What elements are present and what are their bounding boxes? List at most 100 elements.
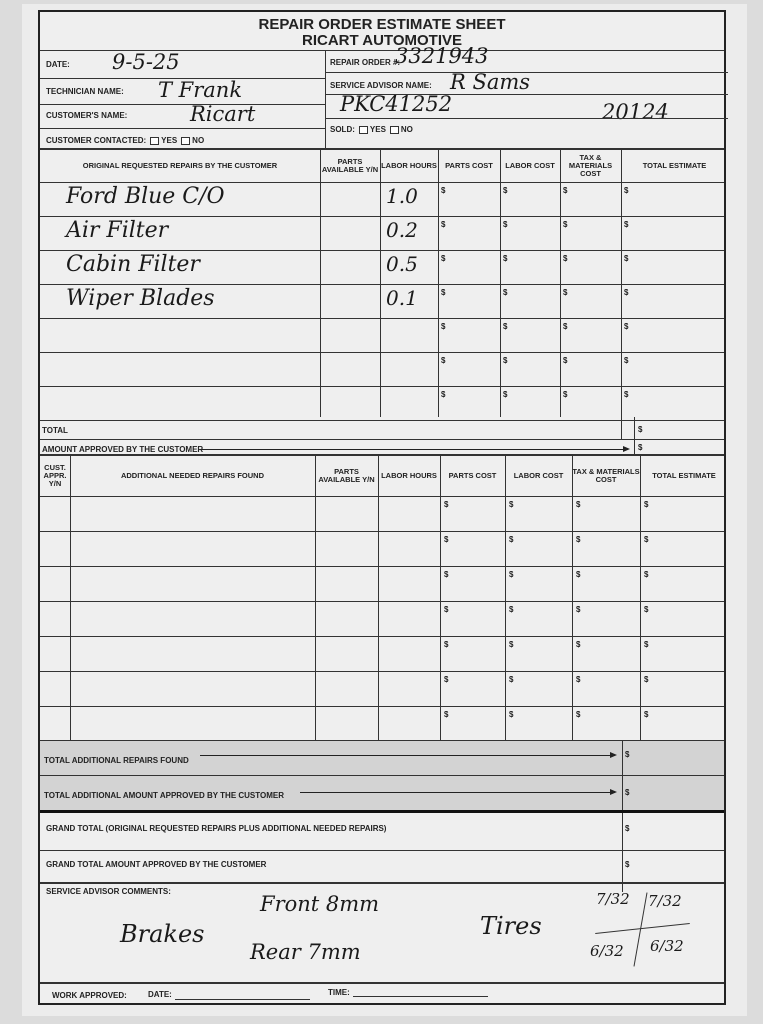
parts-cost-dollar: $ bbox=[444, 710, 449, 719]
tax-cost-dollar: $ bbox=[563, 356, 568, 365]
table-row: $ $ $ $ bbox=[40, 386, 724, 421]
technician-value[interactable]: T Frank bbox=[158, 78, 243, 102]
repair-description[interactable]: Cabin Filter bbox=[66, 252, 200, 277]
table2-header-2: PARTS AVAILABLE Y/N bbox=[318, 466, 375, 484]
tire-rear-left: 6/32 bbox=[590, 942, 624, 960]
parts-cost-dollar: $ bbox=[444, 675, 449, 684]
total-dollar: $ bbox=[638, 425, 643, 434]
table2-column-divider bbox=[315, 456, 316, 740]
tax-cost-dollar: $ bbox=[576, 675, 581, 684]
work-time-label: TIME: bbox=[328, 988, 350, 997]
comment-rear: Rear 7mm bbox=[250, 940, 361, 964]
contacted-label: CUSTOMER CONTACTED: bbox=[46, 136, 147, 146]
labor-hours[interactable]: 0.1 bbox=[386, 286, 418, 310]
contacted-no-checkbox[interactable] bbox=[181, 137, 191, 145]
table2-column-divider bbox=[440, 456, 441, 740]
tax-cost-dollar: $ bbox=[576, 500, 581, 509]
labor-cost-dollar: $ bbox=[503, 390, 508, 399]
comment-brakes: Brakes bbox=[120, 920, 205, 948]
total-label: TOTAL bbox=[42, 426, 68, 435]
total-estimate-dollar: $ bbox=[644, 675, 649, 684]
work-approved-label: WORK APPROVED: bbox=[52, 991, 127, 1000]
labor-cost-dollar: $ bbox=[503, 220, 508, 229]
table1-column-divider bbox=[438, 150, 439, 417]
customer-name-label: CUSTOMER'S NAME: bbox=[46, 111, 128, 120]
grand-approved-label: GRAND TOTAL AMOUNT APPROVED BY THE CUSTO… bbox=[46, 860, 267, 869]
tax-cost-dollar: $ bbox=[576, 640, 581, 649]
table2-column-divider bbox=[378, 456, 379, 740]
repair-order-label: REPAIR ORDER #: bbox=[330, 58, 401, 67]
parts-cost-dollar: $ bbox=[444, 605, 449, 614]
form-title: REPAIR ORDER ESTIMATE SHEET bbox=[258, 16, 506, 33]
total-estimate-dollar: $ bbox=[624, 288, 629, 297]
total-estimate-dollar: $ bbox=[624, 186, 629, 195]
repair-description[interactable]: Ford Blue C/O bbox=[66, 184, 225, 209]
technician-label: TECHNICIAN NAME: bbox=[46, 87, 124, 96]
table2-column-divider bbox=[70, 456, 71, 740]
tax-cost-dollar: $ bbox=[563, 220, 568, 229]
total-estimate-dollar: $ bbox=[624, 220, 629, 229]
table-row: $ $ $ $ bbox=[40, 601, 724, 637]
table2-header-6: TAX & MATERIALS COST bbox=[572, 466, 640, 484]
tax-cost-dollar: $ bbox=[563, 288, 568, 297]
repair-description[interactable]: Air Filter bbox=[66, 218, 169, 243]
parts-cost-dollar: $ bbox=[444, 640, 449, 649]
labor-hours[interactable]: 1.0 bbox=[386, 184, 418, 208]
vehicle-value[interactable]: PKC41252 bbox=[340, 92, 453, 116]
row-line bbox=[40, 601, 724, 602]
table1-column-divider bbox=[560, 150, 561, 417]
tax-cost-dollar: $ bbox=[576, 710, 581, 719]
approved-dollar: $ bbox=[638, 443, 643, 452]
sold-yes-checkbox[interactable] bbox=[358, 126, 368, 134]
sold-no-checkbox[interactable] bbox=[389, 126, 399, 134]
table2-header-7: TOTAL ESTIMATE bbox=[652, 470, 716, 480]
table1-header-2: LABOR HOURS bbox=[381, 160, 437, 170]
table1-column-divider bbox=[380, 150, 381, 417]
parts-cost-dollar: $ bbox=[444, 500, 449, 509]
tax-cost-dollar: $ bbox=[563, 254, 568, 263]
row-line bbox=[40, 352, 724, 353]
repair-description[interactable]: Wiper Blades bbox=[66, 286, 215, 311]
labor-hours[interactable]: 0.5 bbox=[386, 252, 418, 276]
table-row: $ $ $ $ bbox=[40, 706, 724, 742]
table2-header-5: LABOR COST bbox=[513, 470, 564, 480]
parts-cost-dollar: $ bbox=[444, 570, 449, 579]
tax-cost-dollar: $ bbox=[576, 605, 581, 614]
row-line bbox=[40, 636, 724, 637]
table1-header-1: PARTS AVAILABLE Y/N bbox=[321, 156, 379, 174]
comments-label: SERVICE ADVISOR COMMENTS: bbox=[46, 887, 171, 896]
date-value[interactable]: 9-5-25 bbox=[112, 50, 180, 74]
labor-hours[interactable]: 0.2 bbox=[386, 218, 418, 242]
row-line bbox=[40, 671, 724, 672]
work-time-line[interactable] bbox=[353, 996, 488, 997]
total-estimate-dollar: $ bbox=[644, 535, 649, 544]
tax-cost-dollar: $ bbox=[563, 186, 568, 195]
table1-column-divider bbox=[320, 150, 321, 417]
table2-column-divider bbox=[640, 456, 641, 740]
labor-cost-dollar: $ bbox=[509, 675, 514, 684]
table-row: Air Filter 0.2 $ $ $ $ bbox=[40, 216, 724, 251]
table-row: Cabin Filter 0.5 $ $ $ $ bbox=[40, 250, 724, 285]
labor-cost-dollar: $ bbox=[509, 710, 514, 719]
mileage-value[interactable]: 20124 bbox=[602, 100, 669, 124]
table2-header-0: CUST. APPR. Y/N bbox=[43, 462, 67, 489]
sold-field: SOLD: YES NO bbox=[330, 125, 413, 135]
table1-column-divider bbox=[621, 150, 622, 440]
parts-cost-dollar: $ bbox=[441, 356, 446, 365]
work-date-line[interactable] bbox=[175, 999, 310, 1000]
advisor-value[interactable]: R Sams bbox=[450, 70, 531, 94]
customer-name-value[interactable]: Ricart bbox=[190, 102, 256, 126]
contacted-yes-checkbox[interactable] bbox=[150, 137, 160, 145]
parts-cost-dollar: $ bbox=[441, 254, 446, 263]
tax-cost-dollar: $ bbox=[563, 322, 568, 331]
grand-approved-dollar: $ bbox=[625, 860, 630, 869]
grand-total-label: GRAND TOTAL (Original requested repairs … bbox=[46, 824, 387, 833]
sold-label: SOLD: bbox=[330, 125, 355, 135]
table1-header-6: TOTAL ESTIMATE bbox=[642, 160, 707, 170]
parts-cost-dollar: $ bbox=[441, 220, 446, 229]
repair-order-value[interactable]: 3321943 bbox=[395, 44, 489, 68]
table1-header-line bbox=[40, 182, 724, 183]
row-line bbox=[40, 386, 724, 387]
yes-label: YES bbox=[161, 136, 178, 146]
total-estimate-dollar: $ bbox=[624, 390, 629, 399]
